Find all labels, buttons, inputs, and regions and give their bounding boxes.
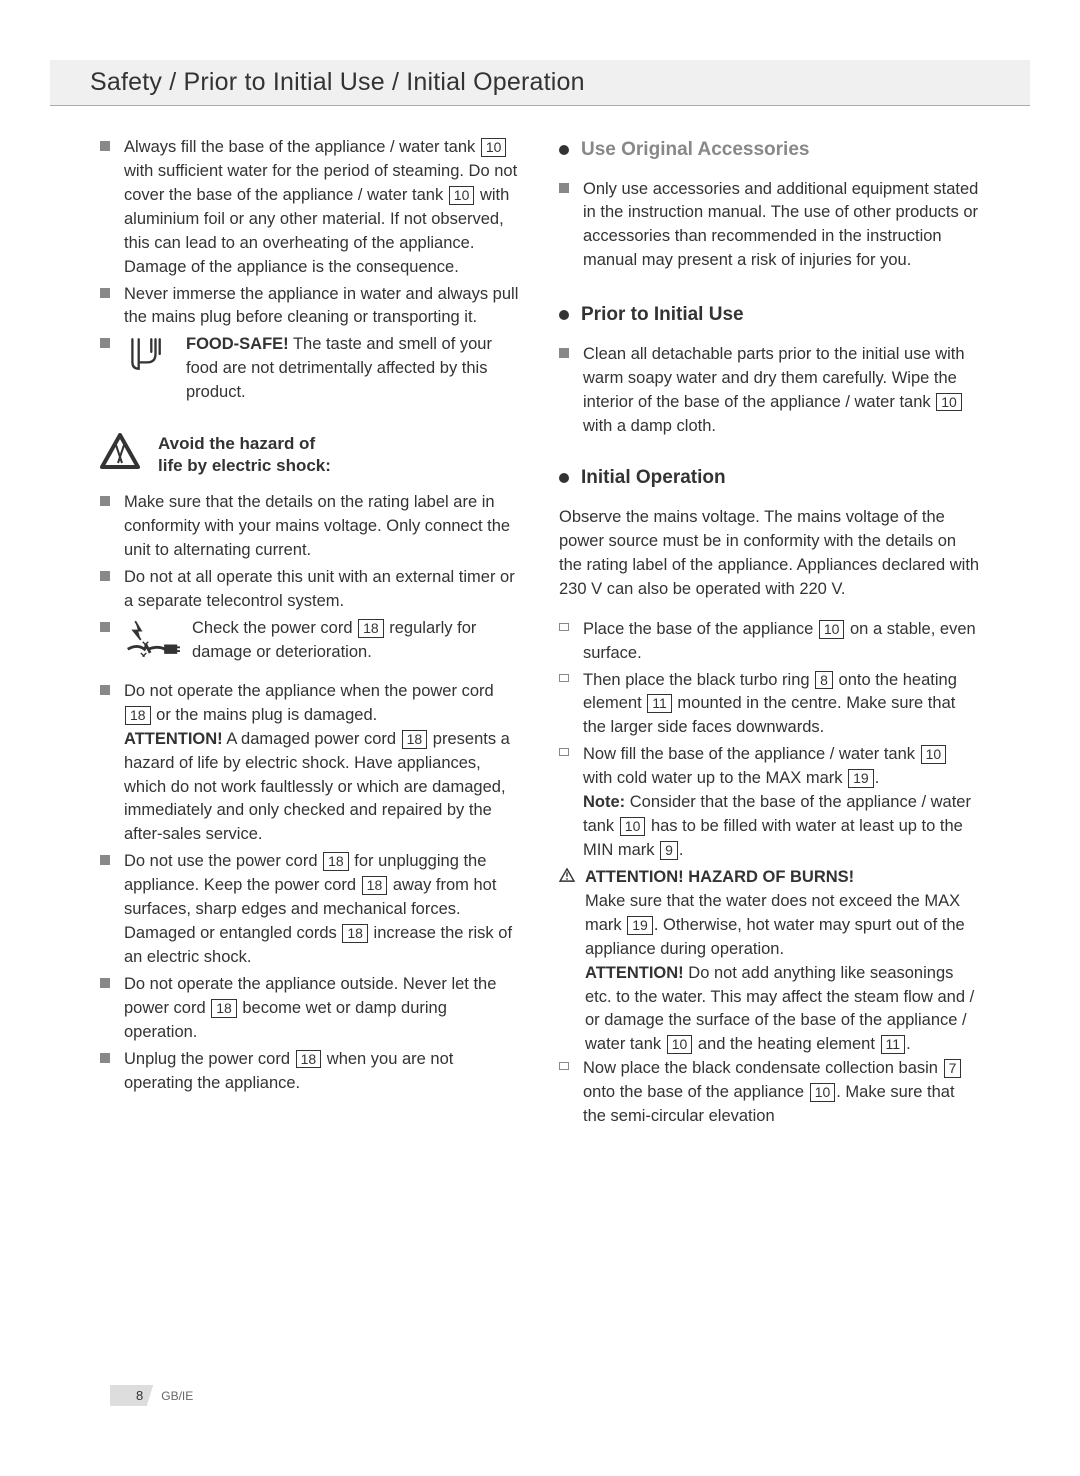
section-heading: Use Original Accessories xyxy=(559,136,980,164)
list-text: Unplug the power cord 18 when you are no… xyxy=(124,1048,521,1096)
list-text: Only use accessories and additional equi… xyxy=(583,178,980,274)
part-ref: 11 xyxy=(881,1035,906,1054)
list-text: Now fill the base of the appliance / wat… xyxy=(583,743,980,863)
square-outline-icon xyxy=(559,748,569,756)
list-text: Make sure that the details on the rating… xyxy=(124,491,521,563)
dot-icon xyxy=(559,145,569,155)
list-item: Unplug the power cord 18 when you are no… xyxy=(100,1048,521,1096)
square-bullet-icon xyxy=(100,338,110,348)
part-ref: 18 xyxy=(296,1050,322,1069)
list-item: Do not use the power cord 18 for unplugg… xyxy=(100,850,521,970)
list-text: FOOD-SAFE! The taste and smell of your f… xyxy=(186,333,521,405)
part-ref: 10 xyxy=(667,1035,693,1054)
square-outline-icon xyxy=(559,623,569,631)
dot-icon xyxy=(559,310,569,320)
part-ref: 18 xyxy=(358,619,384,638)
square-bullet-icon xyxy=(100,978,110,988)
part-ref: 18 xyxy=(402,730,428,749)
part-ref: 18 xyxy=(323,852,349,871)
square-bullet-icon xyxy=(100,622,110,632)
square-bullet-icon xyxy=(100,855,110,865)
part-ref: 10 xyxy=(620,817,646,836)
square-outline-icon xyxy=(559,1062,569,1070)
part-ref: 18 xyxy=(125,706,151,725)
page-frame: Safety / Prior to Initial Use / Initial … xyxy=(60,60,1020,1416)
section-heading: Initial Operation xyxy=(559,464,980,492)
region-code: GB/IE xyxy=(161,1389,193,1403)
page-footer: 8 GB/IE xyxy=(110,1385,193,1406)
damaged-cord-icon xyxy=(124,617,182,667)
list-item: Now fill the base of the appliance / wat… xyxy=(559,743,980,863)
left-column: Always fill the base of the appliance / … xyxy=(100,136,521,1132)
list-text: Do not operate the appliance outside. Ne… xyxy=(124,973,521,1045)
part-ref: 18 xyxy=(362,876,388,895)
list-text: Then place the black turbo ring 8 onto t… xyxy=(583,669,980,741)
list-item: Place the base of the appliance 10 on a … xyxy=(559,618,980,666)
part-ref: 18 xyxy=(211,999,237,1018)
content-columns: Always fill the base of the appliance / … xyxy=(60,136,1020,1132)
warning-triangle-icon xyxy=(559,866,579,1057)
part-ref: 19 xyxy=(627,916,653,935)
list-item: Clean all detachable parts prior to the … xyxy=(559,343,980,439)
warning-title: Avoid the hazard of life by electric sho… xyxy=(158,433,331,477)
right-column: Use Original Accessories Only use access… xyxy=(559,136,980,1132)
list-item: Check the power cord 18 regularly for da… xyxy=(100,617,521,667)
list-text: Place the base of the appliance 10 on a … xyxy=(583,618,980,666)
list-text: Always fill the base of the appliance / … xyxy=(124,136,521,280)
list-item: Never immerse the appliance in water and… xyxy=(100,283,521,331)
square-bullet-icon xyxy=(100,571,110,581)
list-item: Make sure that the details on the rating… xyxy=(100,491,521,563)
header-band: Safety / Prior to Initial Use / Initial … xyxy=(50,60,1030,106)
part-ref: 8 xyxy=(815,671,833,690)
part-ref: 10 xyxy=(921,745,947,764)
square-bullet-icon xyxy=(100,685,110,695)
attention-text: ATTENTION! HAZARD OF BURNS! Make sure th… xyxy=(585,866,980,1057)
page-number: 8 xyxy=(110,1385,153,1406)
list-text: Do not at all operate this unit with an … xyxy=(124,566,521,614)
part-ref: 10 xyxy=(481,138,507,157)
part-ref: 10 xyxy=(819,620,845,639)
dot-icon xyxy=(559,473,569,483)
part-ref: 18 xyxy=(342,924,368,943)
list-text: Now place the black condensate collectio… xyxy=(583,1057,980,1129)
warning-heading: Avoid the hazard of life by electric sho… xyxy=(100,433,521,477)
square-bullet-icon xyxy=(100,141,110,151)
list-item: Only use accessories and additional equi… xyxy=(559,178,980,274)
food-safe-icon xyxy=(124,333,174,405)
list-text: Do not operate the appliance when the po… xyxy=(124,680,521,847)
part-ref: 7 xyxy=(944,1059,962,1078)
part-ref: 10 xyxy=(936,393,962,412)
list-item: Now place the black condensate collectio… xyxy=(559,1057,980,1129)
list-text: Clean all detachable parts prior to the … xyxy=(583,343,980,439)
list-item: Then place the black turbo ring 8 onto t… xyxy=(559,669,980,741)
part-ref: 9 xyxy=(660,841,678,860)
page-title: Safety / Prior to Initial Use / Initial … xyxy=(90,68,990,97)
list-item: Always fill the base of the appliance / … xyxy=(100,136,521,280)
list-item: Do not operate the appliance outside. Ne… xyxy=(100,973,521,1045)
square-bullet-icon xyxy=(559,183,569,193)
list-text: Do not use the power cord 18 for unplugg… xyxy=(124,850,521,970)
part-ref: 10 xyxy=(449,186,475,205)
list-text: Never immerse the appliance in water and… xyxy=(124,283,521,331)
attention-block: ATTENTION! HAZARD OF BURNS! Make sure th… xyxy=(559,866,980,1057)
square-bullet-icon xyxy=(100,288,110,298)
part-ref: 19 xyxy=(848,769,874,788)
list-item: FOOD-SAFE! The taste and smell of your f… xyxy=(100,333,521,405)
square-bullet-icon xyxy=(100,1053,110,1063)
part-ref: 10 xyxy=(810,1083,836,1102)
square-bullet-icon xyxy=(100,496,110,506)
square-outline-icon xyxy=(559,674,569,682)
warning-triangle-icon xyxy=(100,433,140,477)
part-ref: 11 xyxy=(647,694,672,713)
section-heading: Prior to Initial Use xyxy=(559,301,980,329)
paragraph: Observe the mains voltage. The mains vol… xyxy=(559,506,980,602)
list-item: Do not at all operate this unit with an … xyxy=(100,566,521,614)
list-item: Do not operate the appliance when the po… xyxy=(100,680,521,847)
list-text: Check the power cord 18 regularly for da… xyxy=(192,617,521,667)
square-bullet-icon xyxy=(559,348,569,358)
